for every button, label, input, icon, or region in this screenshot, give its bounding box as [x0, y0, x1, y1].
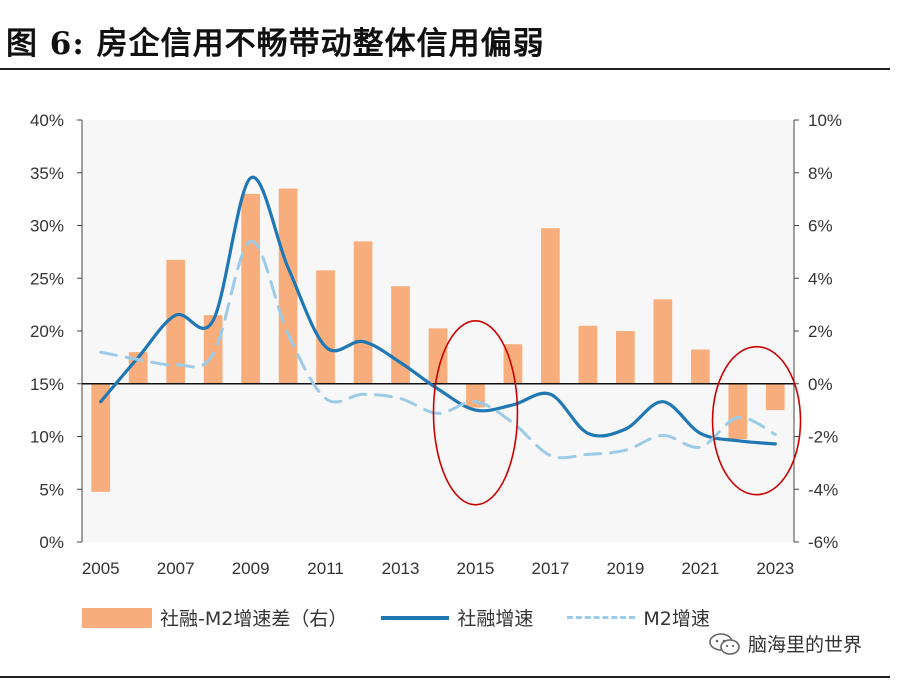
wechat-icon: [709, 632, 740, 655]
bar-2021: [690, 349, 710, 384]
bar-2011: [316, 270, 335, 384]
line-series: [99, 175, 777, 460]
chart-svg: 0% 5% 10% 15% 20% 25% 30% 35% 40% -6% -4% -2% 0% 2% 4…: [30, 111, 842, 578]
right-axis-tick-label: 6%: [808, 217, 833, 236]
x-tick-label-2015: 2015: [457, 559, 495, 578]
figure-title-text: 房企信用不畅带动整体信用偏弱: [96, 26, 545, 62]
bar-2005: [91, 383, 111, 492]
bottom-rule: [0, 676, 890, 678]
left-axis-tick-label: 10%: [30, 428, 64, 447]
highlight-ellipse-2022-2023: [711, 345, 802, 496]
highlight-ellipse-2015: [432, 319, 519, 506]
bar-2022: [728, 383, 748, 440]
tsf-growth-line: [99, 175, 777, 446]
x-tick-label-2007: 2007: [157, 559, 195, 578]
bar-2008: [203, 315, 223, 384]
legend-item-m2: M2增速: [567, 604, 710, 631]
right-axis-tick-label: 10%: [808, 111, 842, 130]
bar-2017: [541, 228, 560, 384]
bar-2014: [428, 328, 448, 384]
left-axis: 0% 5% 10% 15% 20% 25% 30% 35% 40%: [30, 111, 83, 552]
right-axis-tick-label: 2%: [808, 322, 833, 341]
legend-label-tsf: 社融增速: [457, 608, 534, 630]
legend-label-m2: M2增速: [643, 608, 710, 630]
legend-label-diff: 社融-M2增速差（右）: [160, 608, 348, 630]
right-axis-tick-label: 4%: [808, 269, 833, 288]
bar-2009: [241, 193, 260, 384]
left-axis-tick-label: 5%: [39, 480, 64, 499]
left-axis-tick-label: 40%: [30, 111, 64, 130]
right-axis-tick-label: 8%: [808, 164, 833, 183]
right-axis-tick-label: -6%: [808, 533, 838, 552]
left-axis-tick-label: 30%: [30, 217, 64, 236]
right-axis-tick-label: -4%: [808, 480, 838, 499]
figure-title: 图 6: 房企信用不畅带动整体信用偏弱: [6, 18, 545, 63]
right-axis-tick-label: 0%: [808, 375, 833, 394]
legend-swatch-tsf-line: [381, 615, 450, 620]
x-tick-label-2021: 2021: [681, 559, 719, 578]
bar-2007: [166, 259, 186, 384]
x-tick-label-2023: 2023: [756, 559, 794, 578]
x-tick-label-2005: 2005: [82, 559, 120, 578]
legend-item-tsf: 社融增速: [381, 604, 533, 631]
x-tick-label-2017: 2017: [532, 559, 570, 578]
left-axis-tick-label: 20%: [30, 322, 64, 341]
right-axis: -6% -4% -2% 0% 2% 4% 6% 8% 10%: [793, 111, 842, 552]
bar-2018: [578, 325, 598, 384]
bar-2012: [353, 241, 373, 384]
legend-swatch-bar: [82, 607, 152, 628]
watermark: 脑海里的世界: [708, 630, 862, 657]
bar-2013: [391, 286, 410, 384]
x-axis: 2005 2007 2009 2011 2013 2015 2017 2019 2021 2023: [82, 559, 794, 578]
left-axis-tick-label: 0%: [39, 533, 64, 552]
right-axis-tick-label: -2%: [808, 428, 838, 447]
legend-item-diff: 社融-M2增速差（右）: [82, 604, 347, 631]
bar-2023: [765, 383, 785, 411]
highlight-annotations: [432, 319, 802, 506]
legend-swatch-m2-line: [567, 616, 636, 619]
bar-2010: [278, 188, 298, 384]
x-tick-label-2011: 2011: [307, 559, 344, 578]
left-axis-tick-label: 25%: [30, 269, 64, 288]
legend: 社融-M2增速差（右） 社融增速 M2增速: [82, 604, 744, 631]
watermark-text: 脑海里的世界: [748, 634, 863, 656]
figure-label: 图 6:: [6, 26, 85, 62]
bar-series: [91, 188, 785, 492]
x-tick-label-2019: 2019: [606, 559, 644, 578]
x-tick-label-2013: 2013: [382, 559, 420, 578]
bar-2020: [653, 299, 673, 384]
top-rule: [0, 68, 890, 70]
left-axis-tick-label: 15%: [30, 375, 64, 394]
bar-2019: [616, 331, 635, 384]
left-axis-tick-label: 35%: [30, 164, 64, 183]
x-tick-label-2009: 2009: [232, 559, 270, 578]
m2-growth-line: [99, 239, 777, 460]
